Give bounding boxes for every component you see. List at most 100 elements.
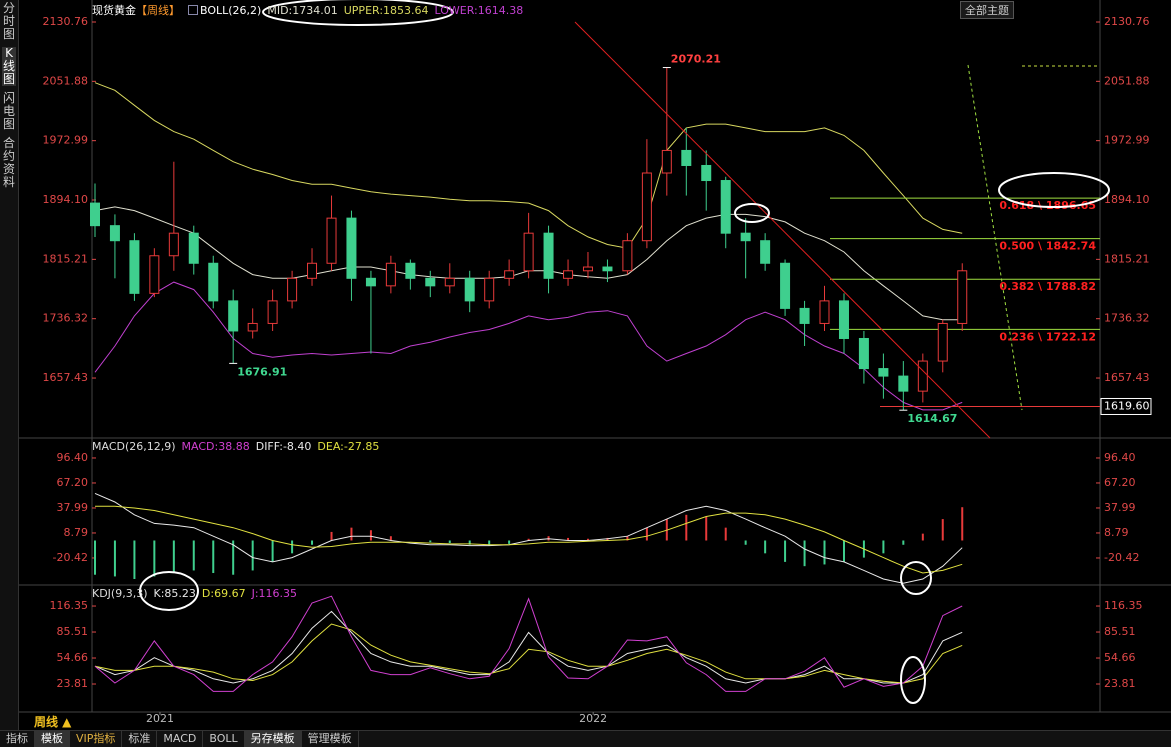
tab[interactable]: BOLL: [203, 731, 245, 747]
candle-body: [760, 240, 771, 264]
sidebar: 分时图 K线图 闪电图 合约资料: [0, 0, 19, 747]
fib-label: 0.382 \ 1788.82: [999, 280, 1096, 293]
period-button[interactable]: 周线 ▲: [34, 715, 72, 729]
candle-body: [168, 232, 179, 257]
y-tick-label: 2130.76: [43, 15, 89, 28]
legend-entry: J:116.35: [251, 587, 298, 600]
x-tick-label: 2021: [146, 712, 174, 725]
candle-body: [464, 277, 475, 302]
low-label: 1676.91: [237, 365, 287, 378]
y-tick-label: 8.79: [1104, 526, 1129, 539]
support-label: 1619.60: [1104, 399, 1150, 412]
sidebar-tab[interactable]: 闪电图: [2, 91, 15, 131]
candle-body: [898, 375, 909, 392]
candle-body: [681, 149, 692, 166]
legend-entry: DIFF:-8.40: [255, 440, 312, 453]
sidebar-tab[interactable]: 分时图: [2, 1, 15, 41]
y-tick-label: 116.35: [1104, 599, 1143, 612]
legend-entry: DEA:-27.85: [317, 440, 380, 453]
candle-body: [523, 232, 534, 272]
candle-body: [701, 164, 712, 182]
sidebar-tab[interactable]: 合约资料: [2, 136, 15, 189]
panel-header: 现货黄金 【周线】 BOLL(26,2) MID:1734.01 UPPER:1853.…: [92, 2, 523, 18]
y-tick-label: 1972.99: [1104, 134, 1150, 147]
candle-body: [90, 202, 100, 227]
candle-body: [838, 300, 849, 339]
y-tick-label: 67.20: [57, 476, 89, 489]
indicator-line: [95, 505, 963, 574]
indicator-name: KDJ(9,3,3): [92, 587, 148, 600]
candle-body: [582, 266, 593, 272]
candle-body: [720, 180, 731, 234]
y-tick-label: 23.81: [1104, 677, 1136, 690]
indicator-line: [94, 595, 963, 692]
tab[interactable]: 管理模板: [302, 731, 359, 747]
candle-body: [149, 255, 160, 294]
candle-body: [208, 262, 219, 302]
fib-label: 0.618 \ 1896.65: [999, 199, 1096, 212]
candle-body: [307, 262, 318, 279]
price-box: [1100, 397, 1152, 415]
candle-body: [365, 277, 376, 287]
candle-body: [247, 322, 258, 332]
fib-label: 0.500 \ 1842.74: [999, 240, 1096, 253]
fib-label: 0.236 \ 1722.12: [999, 330, 1096, 343]
y-tick-label: 1657.43: [43, 371, 89, 384]
candle-body: [740, 232, 751, 242]
candle-body: [129, 240, 140, 294]
tab[interactable]: VIP指标: [70, 731, 123, 747]
candle-body: [504, 270, 515, 279]
candle-body: [385, 262, 396, 287]
low-label: 1614.67: [907, 412, 957, 425]
candle-body: [799, 307, 810, 324]
trend-line: [574, 21, 991, 439]
candle-body: [563, 270, 574, 279]
tab[interactable]: 标准: [122, 731, 158, 747]
legend-entry: UPPER:1853.64: [343, 3, 429, 17]
y-tick-label: 85.51: [1104, 625, 1136, 638]
candle-body: [326, 217, 337, 264]
candle-body: [780, 262, 791, 309]
candle-body: [878, 368, 889, 377]
candle-body: [444, 277, 455, 287]
indicator-line: [94, 492, 963, 584]
candle-body: [188, 232, 199, 264]
tab[interactable]: 另存模板: [244, 731, 302, 747]
y-tick-label: 96.40: [1104, 451, 1136, 464]
theme-button[interactable]: 全部主题: [960, 1, 1014, 19]
candle-body: [287, 277, 298, 302]
projection-line: [967, 64, 1023, 411]
candle-body: [819, 300, 830, 324]
y-tick-label: 1815.21: [43, 252, 89, 265]
y-tick-label: 1736.32: [43, 312, 89, 325]
highlight-circle: [139, 571, 199, 611]
period-label: 【周线】: [136, 4, 180, 17]
y-tick-label: 2051.88: [43, 74, 89, 87]
highlight-circle: [262, 0, 454, 26]
legend-entry: K:85.23: [153, 587, 196, 600]
y-tick-label: 85.51: [57, 625, 89, 638]
indicator-name: MACD(26,12,9): [92, 440, 176, 453]
y-tick-label: 2130.76: [1104, 15, 1150, 28]
indicator-line: [94, 623, 963, 684]
y-tick-label: 1894.10: [43, 193, 89, 206]
sidebar-tab[interactable]: K线图: [2, 46, 16, 86]
candle-body: [228, 300, 239, 332]
candle-body: [957, 270, 968, 324]
instrument-name: 现货黄金: [92, 4, 136, 17]
legend-entry: MACD:38.88: [181, 440, 250, 453]
y-tick-label: 8.79: [64, 526, 89, 539]
candle-body: [641, 172, 652, 242]
candle-body: [622, 240, 633, 272]
tab[interactable]: 模板: [35, 731, 70, 747]
plots: 2130.76 2130.76 2051.88 2051.88 1972.99 1972.…: [43, 15, 1152, 725]
candle-body: [405, 262, 416, 279]
indicator-line: [94, 82, 963, 249]
y-tick-label: 1972.99: [43, 134, 89, 147]
y-tick-label: 1736.32: [1104, 312, 1150, 325]
tab[interactable]: 指标: [0, 731, 35, 747]
y-tick-label: 37.99: [57, 501, 89, 514]
candle-body: [661, 149, 672, 174]
x-tick-label: 2022: [579, 712, 607, 725]
tab[interactable]: MACD: [157, 731, 204, 747]
